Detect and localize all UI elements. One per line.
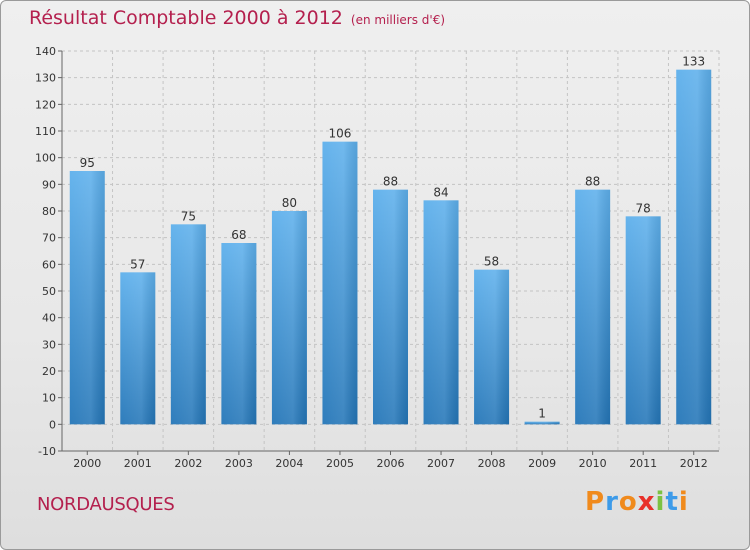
- logo-letter: x: [637, 487, 656, 517]
- x-tick-label: 2006: [377, 457, 405, 470]
- x-tick-label: 2000: [73, 457, 101, 470]
- logo-letter: o: [618, 487, 638, 517]
- y-tick-label: 100: [35, 152, 56, 165]
- logo-letter: P: [585, 487, 606, 517]
- value-label: 80: [282, 196, 297, 210]
- bar-shine: [575, 189, 611, 425]
- y-tick-label: 20: [42, 365, 56, 378]
- logo-letter: i: [678, 487, 689, 517]
- y-tick-label: 50: [42, 285, 56, 298]
- x-tick-label: 2003: [225, 457, 253, 470]
- bar-shine: [676, 69, 712, 425]
- y-tick-label: 120: [35, 98, 56, 111]
- x-tick-label: 2002: [174, 457, 202, 470]
- bar-shine: [524, 421, 560, 425]
- value-label: 106: [329, 127, 352, 141]
- x-tick-label: 2005: [326, 457, 354, 470]
- y-tick-label: 0: [49, 418, 56, 431]
- bar-shine: [170, 224, 206, 425]
- title-text: Résultat Comptable 2000 à 2012: [29, 7, 343, 29]
- logo-letter: i: [655, 487, 666, 517]
- y-tick-label: 10: [42, 392, 56, 405]
- value-label: 75: [181, 209, 196, 223]
- y-tick-label: 90: [42, 178, 56, 191]
- bar-shine: [221, 243, 257, 425]
- value-label: 133: [682, 55, 705, 69]
- x-tick-label: 2001: [124, 457, 152, 470]
- bar-shine: [373, 189, 408, 425]
- y-tick-label: 80: [42, 205, 56, 218]
- bar-shine: [423, 200, 459, 425]
- x-tick-label: 2004: [275, 457, 303, 470]
- y-tick-label: 30: [42, 338, 56, 351]
- chart-title: Résultat Comptable 2000 à 2012 (en millie…: [29, 7, 445, 29]
- bar-shine: [120, 272, 156, 425]
- value-label: 95: [80, 156, 95, 170]
- x-tick-label: 2011: [629, 457, 657, 470]
- x-tick-label: 2007: [427, 457, 455, 470]
- value-label: 84: [433, 185, 448, 199]
- y-tick-label: 70: [42, 232, 56, 245]
- value-label: 68: [231, 228, 246, 242]
- value-label: 78: [636, 201, 651, 215]
- x-tick-label: 2008: [478, 457, 506, 470]
- y-tick-label: 110: [35, 125, 56, 138]
- x-tick-label: 2009: [528, 457, 556, 470]
- y-tick-label: 140: [35, 45, 56, 58]
- chart-subtitle: (en milliers d'€): [350, 13, 446, 27]
- value-label: 88: [585, 175, 600, 189]
- bar-shine: [474, 269, 510, 425]
- bar-shine: [625, 216, 661, 425]
- value-label: 1: [538, 407, 546, 421]
- entity-name: NORDAUSQUES: [37, 494, 175, 515]
- y-tick-label: -10: [38, 445, 56, 458]
- proxiti-logo: Proxiti: [585, 487, 689, 517]
- x-tick-label: 2010: [579, 457, 607, 470]
- bar-shine: [69, 171, 105, 425]
- logo-letter: r: [605, 487, 619, 517]
- logo-letter: t: [665, 487, 679, 517]
- value-label: 57: [130, 257, 145, 271]
- y-tick-label: 40: [42, 312, 56, 325]
- y-tick-label: 60: [42, 258, 56, 271]
- x-tick-label: 2012: [680, 457, 708, 470]
- y-tick-label: 130: [35, 72, 56, 85]
- value-label: 58: [484, 255, 499, 269]
- bar-shine: [271, 211, 307, 425]
- bar-shine: [322, 141, 358, 425]
- value-label: 88: [383, 175, 398, 189]
